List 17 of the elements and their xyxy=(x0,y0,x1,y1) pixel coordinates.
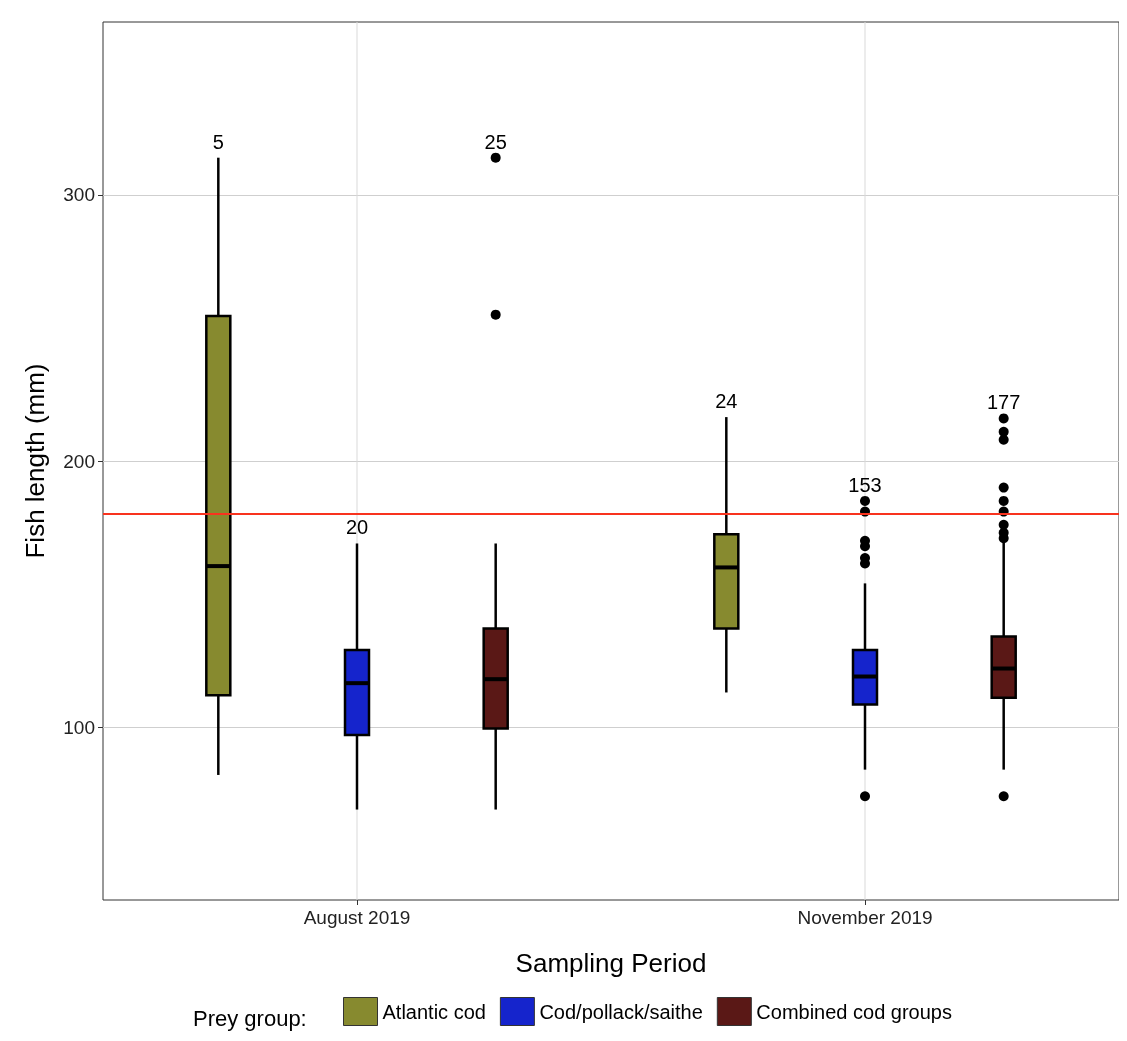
text: 5 xyxy=(212,130,224,153)
text: 177 xyxy=(987,391,1021,414)
y-tick-label: 100 xyxy=(63,716,95,738)
y-axis-title: Fish length (mm) xyxy=(20,363,50,559)
y-tick-label: 300 xyxy=(63,184,95,206)
y-tick-label: 200 xyxy=(63,450,95,472)
x-axis-title: Sampling Period xyxy=(515,948,707,978)
text: 24 xyxy=(715,390,738,413)
legend-label: Atlantic cod xyxy=(382,1000,486,1023)
text: 153 xyxy=(848,473,882,496)
legend-title: Prey group: xyxy=(193,1005,307,1031)
x-tick-label: August 2019 xyxy=(303,907,411,928)
x-tick-label: November 2019 xyxy=(797,907,933,928)
text: 20 xyxy=(345,516,369,539)
text: 25 xyxy=(484,130,507,153)
legend-label: Combined cod groups xyxy=(756,1000,952,1023)
legend-label: Cod/pollack/saithe xyxy=(539,1000,703,1023)
